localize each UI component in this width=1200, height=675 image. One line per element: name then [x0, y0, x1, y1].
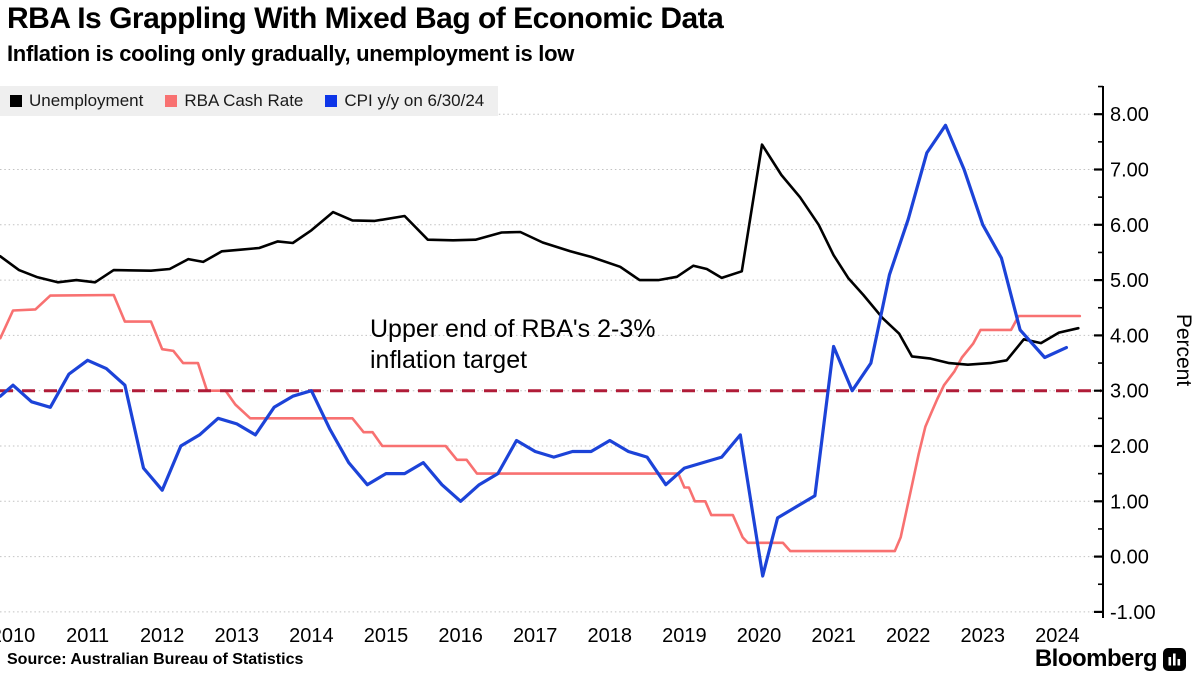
- y-tick-label: 8.00: [1110, 104, 1149, 126]
- y-tick-label: 1.00: [1110, 491, 1149, 513]
- y-tick-label: 0.00: [1110, 547, 1149, 569]
- x-tick-label: 2013: [215, 625, 260, 647]
- x-tick-label: 2014: [289, 625, 334, 647]
- page-title: RBA Is Grappling With Mixed Bag of Econo…: [7, 2, 724, 35]
- unemployment-line: [0, 143, 1080, 367]
- y-tick-label: 5.00: [1110, 270, 1149, 292]
- x-tick-label: 2022: [886, 625, 931, 647]
- bloomberg-chart-icon: [1163, 647, 1186, 671]
- cpi-swatch-icon: [325, 95, 338, 107]
- legend-item-label: RBA Cash Rate: [184, 91, 304, 110]
- x-tick-label: 2012: [140, 625, 185, 647]
- y-axis-title: Percent: [1172, 314, 1195, 387]
- page-subtitle: Inflation is cooling only gradually, une…: [7, 41, 575, 66]
- unemployment-swatch-icon: [10, 95, 22, 107]
- legend: Unemployment RBA Cash Rate CPI y/y on 6/…: [0, 86, 499, 116]
- bloomberg-wordmark: Bloomberg: [1034, 645, 1158, 672]
- x-tick-label: 2019: [662, 625, 707, 647]
- annotation-line-2: inflation target: [370, 346, 528, 374]
- legend-item-cash-rate: RBA Cash Rate: [165, 91, 303, 111]
- x-tick-label: 2010: [0, 625, 35, 647]
- annotation-line-1: Upper end of RBA's 2-3%: [370, 315, 656, 343]
- legend-item-cpi: CPI y/y on 6/30/24: [325, 91, 484, 111]
- legend-item-unemployment: Unemployment: [10, 91, 143, 111]
- x-tick-label: 2024: [1035, 625, 1080, 647]
- y-tick-label: 6.00: [1110, 215, 1149, 237]
- x-tick-label: 2020: [737, 625, 782, 647]
- x-tick-label: 2011: [66, 625, 109, 647]
- x-tick-label: 2016: [438, 625, 483, 647]
- source-note: Source: Australian Bureau of Statistics: [7, 651, 304, 668]
- x-tick-label: 2023: [961, 625, 1006, 647]
- legend-item-label: Unemployment: [29, 91, 144, 110]
- y-tick-label: 7.00: [1110, 160, 1149, 182]
- x-tick-label: 2021: [811, 625, 856, 647]
- inflation-target-annotation: Upper end of RBA's 2-3% inflation target: [370, 314, 655, 376]
- y-tick-label: -1.00: [1110, 602, 1156, 624]
- y-tick-label: 2.00: [1110, 436, 1149, 458]
- x-tick-label: 2017: [513, 625, 558, 647]
- cash-rate-swatch-icon: [165, 95, 178, 107]
- legend-item-label: CPI y/y on 6/30/24: [344, 91, 485, 110]
- bloomberg-logo: Bloomberg: [1035, 645, 1186, 673]
- y-tick-label: 4.00: [1110, 325, 1149, 347]
- x-tick-label: 2015: [364, 625, 409, 647]
- cpi-line: [0, 123, 1069, 578]
- x-tick-label: 2018: [588, 625, 633, 647]
- cash-rate-line: [0, 293, 1082, 553]
- y-tick-label: 3.00: [1110, 381, 1149, 403]
